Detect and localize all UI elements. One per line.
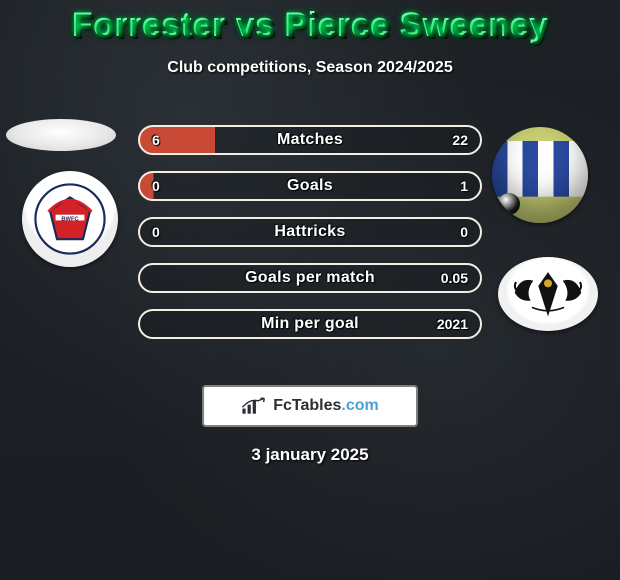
branding-pill[interactable]: FcTables.com — [202, 385, 418, 427]
stat-left-value: 0 — [152, 178, 160, 194]
club-left-crest: BWFC — [22, 171, 118, 267]
stat-label: Goals per match — [245, 269, 375, 287]
stat-right-value: 0 — [460, 224, 468, 240]
stat-bar-mpg: Min per goal 2021 — [138, 309, 482, 339]
branding-name: FcTables — [273, 397, 341, 414]
club-right-crest — [498, 257, 598, 331]
comparison-date: 3 january 2025 — [0, 445, 620, 465]
stat-right-value: 1 — [460, 178, 468, 194]
stat-bar-matches: 6 Matches 22 — [138, 125, 482, 155]
player-right-avatar — [492, 127, 588, 223]
stat-left-value: 6 — [152, 132, 160, 148]
stat-right-value: 2021 — [437, 316, 468, 332]
subtitle: Club competitions, Season 2024/2025 — [0, 59, 620, 77]
stat-label: Min per goal — [261, 315, 359, 333]
svg-text:BWFC: BWFC — [61, 216, 78, 222]
stat-label: Goals — [287, 177, 333, 195]
stat-label: Matches — [277, 131, 343, 149]
stat-right-value: 0.05 — [441, 270, 468, 286]
stat-left-value: 0 — [152, 224, 160, 240]
stat-bar-hattricks: 0 Hattricks 0 — [138, 217, 482, 247]
fctables-logo-icon — [241, 397, 267, 415]
branding-text: FcTables.com — [273, 397, 379, 415]
stat-bars: 6 Matches 22 0 Goals 1 0 Hattricks 0 Goals per ma… — [138, 125, 482, 355]
player-left-avatar — [6, 119, 116, 151]
comparison-body: BWFC 6 Matches 22 0 Goals 1 0 Hattricks 0 Goals p… — [0, 107, 620, 367]
branding-suffix: .com — [341, 397, 378, 414]
stat-right-value: 22 — [452, 132, 468, 148]
stat-bar-goals: 0 Goals 1 — [138, 171, 482, 201]
page-title: Forrester vs Pierce Sweeney — [0, 6, 620, 45]
club-left-crest-icon: BWFC — [34, 183, 106, 255]
club-right-crest-icon — [508, 266, 588, 322]
stat-label: Hattricks — [274, 223, 345, 241]
comparison-card: Forrester vs Pierce Sweeney Club competi… — [0, 0, 620, 465]
stat-bar-gpm: Goals per match 0.05 — [138, 263, 482, 293]
